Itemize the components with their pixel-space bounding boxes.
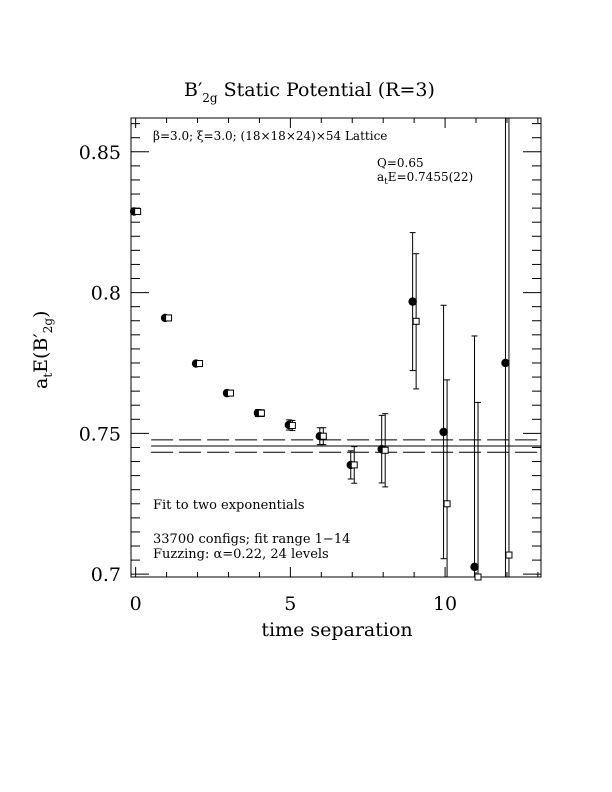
- data-point-square: [474, 573, 482, 581]
- x-axis-label: time separation: [261, 619, 412, 641]
- data-point-square: [381, 446, 389, 454]
- x-tick-label: 5: [284, 593, 296, 615]
- y-tick-label: 0.75: [79, 423, 121, 445]
- data-point-square: [196, 360, 204, 368]
- data-point-circle: [408, 297, 417, 306]
- data-point-square: [134, 207, 142, 215]
- data-point-circle: [439, 427, 448, 437]
- y-tick-label: 0.7: [91, 564, 121, 586]
- y-tick-label: 0.85: [79, 142, 121, 164]
- data-point-circle: [470, 562, 479, 572]
- fuzzing-note: Fuzzing: α=0.22, 24 levels: [153, 547, 329, 562]
- fit-q-value: Q=0.65: [377, 156, 424, 170]
- config-note: 33700 configs; fit range 1−14: [153, 532, 350, 547]
- fit-note: Fit to two exponentials: [153, 498, 305, 513]
- data-point-square: [505, 551, 513, 559]
- lattice-annotation: β=3.0; ξ=3.0; (18×18×24)×54 Lattice: [153, 129, 387, 143]
- data-point-square: [165, 314, 173, 322]
- data-point-square: [319, 432, 327, 440]
- data-point-square: [257, 409, 265, 417]
- y-axis-label: atE(B′2g): [30, 311, 55, 389]
- fit-energy: atE=0.7455(22): [377, 170, 473, 187]
- y-tick-label: 0.8: [91, 283, 121, 305]
- data-point-square: [412, 317, 420, 325]
- x-tick-label: 0: [130, 593, 142, 615]
- plot-frame: [130, 117, 542, 578]
- data-point-circle: [501, 358, 510, 368]
- data-point-square: [443, 500, 451, 508]
- data-point-square: [226, 389, 234, 397]
- data-point-square: [288, 422, 296, 430]
- x-tick-label: 10: [433, 593, 457, 615]
- data-point-square: [350, 461, 358, 469]
- chart-title: B′2g Static Potential (R=3): [184, 79, 435, 105]
